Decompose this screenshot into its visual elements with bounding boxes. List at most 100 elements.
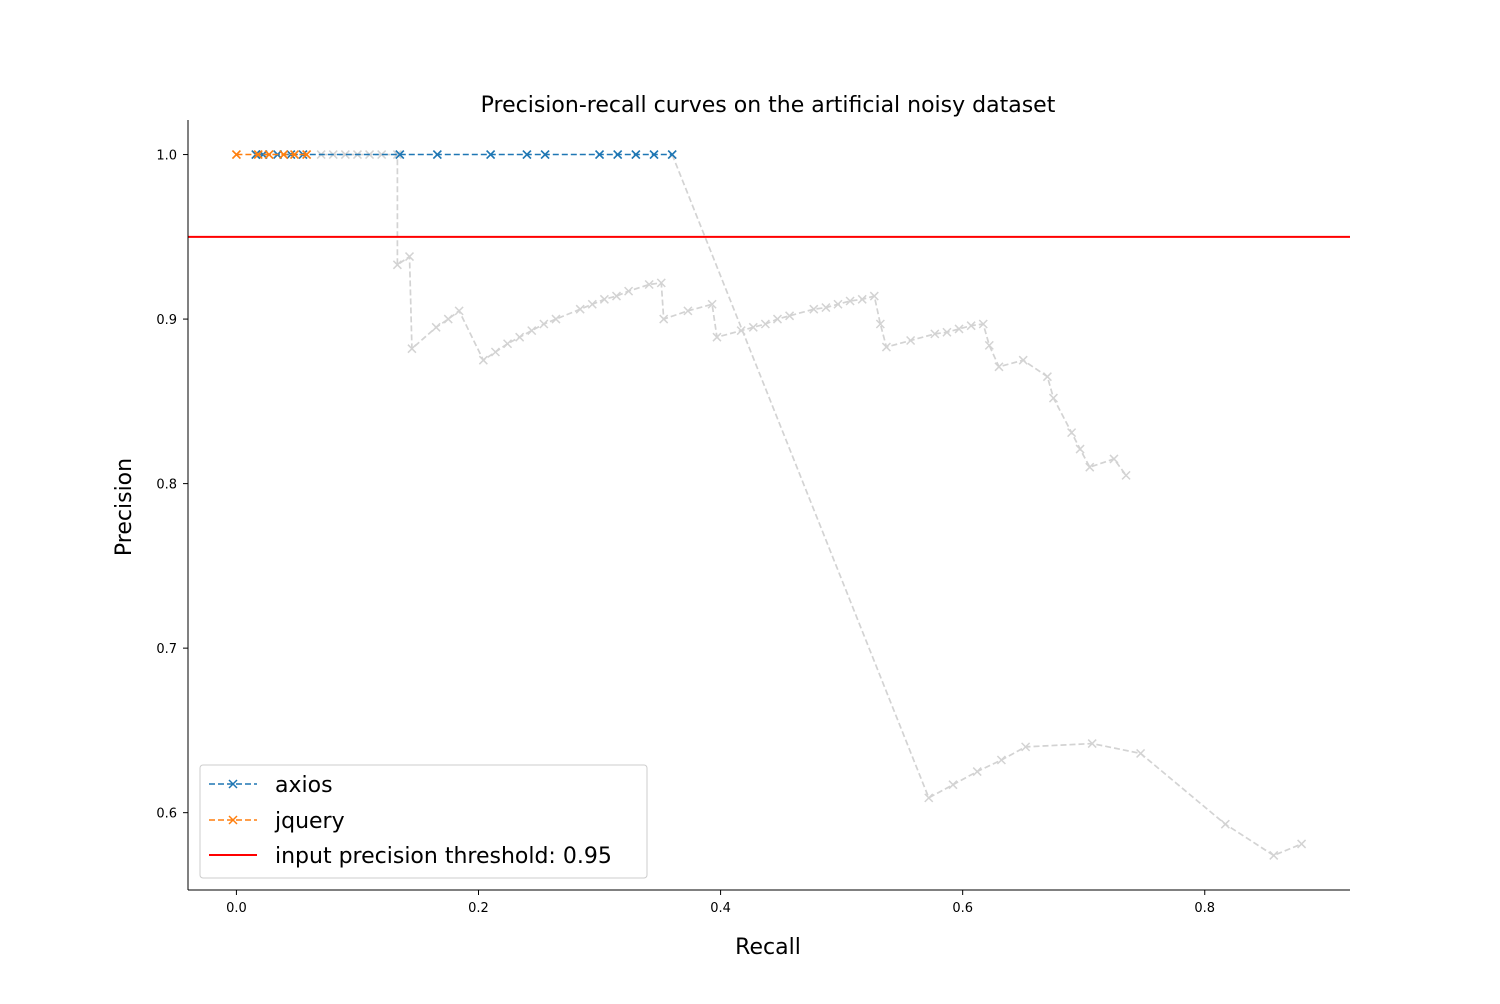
data-point-jquery xyxy=(264,149,274,160)
background-point xyxy=(948,780,958,790)
background-point xyxy=(1297,839,1307,849)
background-point xyxy=(881,342,891,352)
background-point xyxy=(407,344,417,354)
background-point xyxy=(443,314,453,324)
background-point xyxy=(857,294,867,304)
background-point xyxy=(821,303,831,313)
background-point xyxy=(527,326,537,336)
background-point xyxy=(611,291,622,301)
background-point xyxy=(984,340,994,350)
data-point-jquery xyxy=(302,149,312,160)
x-tick-label: 0.8 xyxy=(1194,901,1215,916)
background-point xyxy=(930,329,940,339)
background-point xyxy=(1085,462,1095,472)
legend-frame xyxy=(199,764,648,879)
background-point xyxy=(624,286,634,296)
background-point xyxy=(659,314,669,324)
background-point xyxy=(1021,742,1031,752)
legend-marker-axios xyxy=(228,779,238,789)
background-point xyxy=(748,322,758,332)
x-tick-label: 0.6 xyxy=(952,901,973,916)
x-axis-ticks: 0.0 0.2 0.4 0.6 0.8 xyxy=(226,890,1215,916)
background-point xyxy=(924,793,934,803)
x-tick-label: 0.2 xyxy=(468,901,489,916)
data-point-axios xyxy=(613,149,623,160)
background-point xyxy=(644,279,654,290)
data-point-axios xyxy=(540,149,550,160)
data-point-jquery xyxy=(289,149,300,160)
data-point-axios xyxy=(432,149,442,160)
background-point xyxy=(1136,748,1146,758)
background-point xyxy=(683,306,693,316)
background-point xyxy=(515,332,525,342)
plot-area xyxy=(188,149,1350,860)
x-axis-label: Recall xyxy=(735,935,801,960)
background-point xyxy=(1075,444,1085,454)
legend-entry-axios: axios xyxy=(209,773,333,798)
background-point xyxy=(1042,372,1052,382)
background-point xyxy=(966,321,976,331)
data-point-jquery xyxy=(231,149,242,160)
series-curves xyxy=(231,149,677,160)
background-point xyxy=(809,304,819,314)
background-point xyxy=(539,319,549,329)
background-point xyxy=(954,324,964,334)
background-point xyxy=(551,314,561,324)
data-point-axios xyxy=(631,149,641,160)
legend-marker-jquery xyxy=(228,815,238,825)
y-tick-label: 0.7 xyxy=(156,642,177,657)
y-axis-label: Precision xyxy=(112,458,137,556)
y-tick-label: 0.9 xyxy=(156,313,177,328)
data-point-axios xyxy=(649,149,659,160)
background-point xyxy=(869,291,879,301)
y-tick-label: 0.6 xyxy=(156,807,177,822)
y-tick-label: 1.0 xyxy=(156,149,177,164)
background-point xyxy=(404,252,415,262)
x-tick-label: 0.0 xyxy=(226,901,247,916)
data-point-axios xyxy=(594,149,605,160)
background-point xyxy=(490,347,500,357)
background-point xyxy=(785,311,795,321)
background-point xyxy=(707,299,717,309)
legend: axios jquery input precision threshold: … xyxy=(199,764,648,879)
background-point xyxy=(1121,470,1131,480)
background-point xyxy=(656,278,666,288)
background-point xyxy=(996,755,1006,765)
background-point xyxy=(875,319,885,329)
background-point xyxy=(599,294,609,304)
chart-title: Precision-recall curves on the artificia… xyxy=(481,93,1056,118)
background-point xyxy=(942,327,952,337)
background-point xyxy=(1067,428,1077,438)
data-point-axios xyxy=(667,149,677,160)
y-axis-ticks: 0.6 0.7 0.8 0.9 1.0 xyxy=(156,149,188,822)
background-point xyxy=(1220,819,1230,829)
background-point xyxy=(392,150,402,160)
background-curves xyxy=(316,150,1307,860)
background-curve-line xyxy=(671,154,1302,857)
background-point xyxy=(478,355,488,365)
background-point xyxy=(1269,850,1279,860)
background-point xyxy=(1018,355,1028,365)
legend-entry-threshold: input precision threshold: 0.95 xyxy=(209,844,612,869)
background-point xyxy=(503,339,513,349)
background-point xyxy=(1048,393,1058,403)
legend-entry-jquery: jquery xyxy=(209,809,345,834)
background-point xyxy=(712,332,722,342)
data-point-jquery xyxy=(279,149,289,160)
background-point xyxy=(994,362,1004,372)
background-point xyxy=(845,296,855,306)
background-point xyxy=(772,314,783,324)
background-point xyxy=(978,319,988,329)
background-point xyxy=(340,150,350,160)
background-point xyxy=(1109,454,1119,464)
background-point xyxy=(392,260,402,270)
legend-label-jquery: jquery xyxy=(274,809,345,834)
background-point xyxy=(454,306,464,316)
background-point xyxy=(431,322,441,332)
data-point-axios xyxy=(486,149,496,160)
background-point xyxy=(760,319,770,329)
background-point xyxy=(377,150,387,160)
data-point-axios xyxy=(522,149,532,160)
background-point xyxy=(575,304,585,314)
